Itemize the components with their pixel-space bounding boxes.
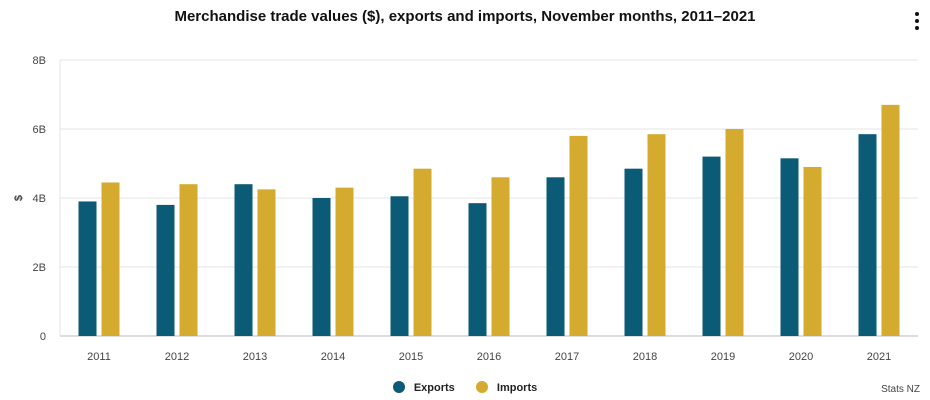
x-tick-label: 2016 — [477, 351, 501, 363]
more-vert-icon[interactable] — [910, 12, 924, 32]
y-axis-label: $ — [13, 195, 25, 201]
bar-imports-2021 — [881, 104, 900, 336]
y-tick-label: 2B — [33, 262, 46, 274]
x-tick-label: 2015 — [399, 351, 423, 363]
legend-marker-exports — [392, 381, 405, 393]
bar-exports-2015 — [390, 196, 409, 336]
bar-imports-2020 — [803, 166, 822, 336]
x-tick-label: 2012 — [165, 351, 189, 363]
bar-imports-2011 — [101, 182, 120, 336]
x-tick-label: 2018 — [633, 351, 657, 363]
bar-exports-2020 — [780, 158, 799, 336]
x-tick-label: 2019 — [711, 351, 735, 363]
bar-exports-2016 — [468, 203, 487, 336]
credit-text: Stats NZ — [881, 384, 920, 395]
y-tick-label: 0 — [40, 331, 46, 343]
legend: Exports Imports — [0, 381, 930, 394]
bar-exports-2014 — [312, 198, 331, 336]
y-tick-label: 4B — [33, 193, 46, 205]
bar-exports-2021 — [858, 134, 877, 336]
bar-exports-2019 — [702, 156, 721, 336]
x-tick-label: 2017 — [555, 351, 579, 363]
legend-label-imports: Imports — [496, 382, 538, 394]
legend-item-imports[interactable]: Imports — [475, 381, 538, 394]
bar-imports-2013 — [257, 189, 276, 336]
bar-imports-2014 — [335, 187, 354, 336]
legend-label-exports: Exports — [413, 382, 455, 394]
bar-exports-2011 — [78, 201, 97, 336]
bar-exports-2012 — [156, 204, 175, 336]
legend-marker-imports — [475, 381, 488, 393]
bar-imports-2016 — [491, 177, 510, 336]
bar-exports-2013 — [234, 184, 253, 336]
x-tick-label: 2020 — [789, 351, 813, 363]
chart-title: Merchandise trade values ($), exports an… — [174, 8, 756, 25]
bar-imports-2018 — [647, 134, 666, 336]
bar-exports-2017 — [546, 177, 565, 336]
x-tick-label: 2021 — [867, 351, 891, 363]
bar-imports-2015 — [413, 168, 432, 336]
y-tick-label: 6B — [33, 124, 46, 136]
x-tick-label: 2013 — [243, 351, 267, 363]
x-tick-label: 2014 — [321, 351, 345, 363]
bar-exports-2018 — [624, 168, 643, 336]
x-tick-label: 2011 — [87, 351, 111, 363]
legend-item-exports[interactable]: Exports — [392, 381, 455, 394]
bar-imports-2019 — [725, 129, 744, 336]
y-tick-label: 8B — [33, 55, 46, 67]
bar-imports-2017 — [569, 135, 588, 336]
bar-imports-2012 — [179, 184, 198, 336]
